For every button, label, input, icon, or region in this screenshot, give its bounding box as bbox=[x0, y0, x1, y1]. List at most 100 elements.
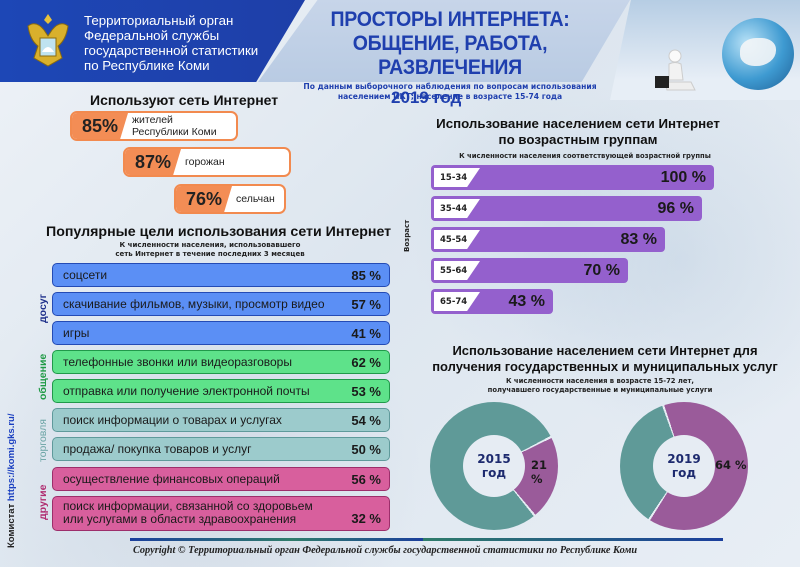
purpose-value: 54 % bbox=[351, 412, 381, 428]
coat-of-arms-icon bbox=[27, 14, 69, 67]
page-subtitle: По данным выборочного наблюдения по вопр… bbox=[300, 82, 600, 102]
source-url-link[interactable]: https://komi.gks.ru/ bbox=[6, 413, 17, 502]
age-bar: 35-44 96 % bbox=[431, 196, 702, 221]
page-title-line-2: ОБЩЕНИЕ, РАБОТА, РАЗВЛЕЧЕНИЯ bbox=[352, 32, 548, 79]
org-line-3: государственной статистики bbox=[84, 43, 259, 58]
purpose-value: 53 % bbox=[351, 383, 381, 399]
purpose-label: поиск информации о товарах и услугах bbox=[63, 412, 282, 427]
gov-title-line-1: Использование населением сети Интернет д… bbox=[452, 343, 758, 358]
usage-value: 85% bbox=[72, 113, 128, 139]
purpose-bar: скачивание фильмов, музыки, просмотр вид… bbox=[52, 292, 390, 316]
purpose-value: 57 % bbox=[351, 296, 381, 312]
purpose-bar: продажа/ покупка товаров и услуг 50 % bbox=[52, 437, 390, 461]
purpose-label-line-1: поиск информации, связанной со здоровьем bbox=[63, 499, 313, 513]
age-group-label: 55-64 bbox=[434, 261, 480, 280]
year-label: 2019 год bbox=[391, 88, 462, 107]
purposes-subtitle-line-2: сеть Интернет в течение последних 3 меся… bbox=[115, 250, 305, 258]
purpose-bar: телефонные звонки или видеоразговоры 62 … bbox=[52, 350, 390, 374]
age-subtitle: К численности населения соответствующей … bbox=[459, 152, 711, 160]
footer-divider bbox=[130, 538, 423, 541]
donut-year: 2015 bbox=[477, 452, 511, 466]
donut-year-label: год bbox=[481, 466, 507, 480]
globe-icon bbox=[722, 18, 794, 90]
donut-center: 2015 год bbox=[463, 435, 525, 497]
donut-2015: 2015 год 21 % bbox=[430, 402, 558, 530]
donut-2019: 2019 год 64 % bbox=[620, 402, 748, 530]
usage-label: горожан bbox=[185, 156, 225, 168]
purpose-label: продажа/ покупка товаров и услуг bbox=[63, 441, 252, 456]
purpose-label: скачивание фильмов, музыки, просмотр вид… bbox=[63, 296, 325, 311]
age-group-label: 65-74 bbox=[434, 292, 480, 311]
purpose-label: отправка или получение электронной почты bbox=[63, 383, 310, 398]
age-group-label: 15-34 bbox=[434, 168, 480, 187]
org-line-4: по Республике Коми bbox=[84, 58, 210, 73]
title-banner bbox=[258, 0, 630, 82]
donut-value: 21 % bbox=[531, 458, 548, 486]
group-label-communication: общение bbox=[37, 353, 49, 400]
purpose-value: 41 % bbox=[351, 325, 381, 341]
group-label-trade: торговля bbox=[37, 419, 49, 462]
person-with-laptop-icon bbox=[655, 49, 696, 91]
purpose-bar: отправка или получение электронной почты… bbox=[52, 379, 390, 403]
purposes-subtitle: К численности населения, использовавшего… bbox=[100, 241, 320, 259]
usage-label: жителей Республики Коми bbox=[128, 114, 217, 138]
purpose-value: 32 % bbox=[351, 511, 381, 526]
purpose-value: 50 % bbox=[351, 441, 381, 457]
age-value: 83 % bbox=[620, 230, 657, 248]
age-value: 96 % bbox=[657, 199, 694, 217]
gov-subtitle: К численности населения в возрасте 15-72… bbox=[470, 377, 730, 395]
purpose-bar: соцсети 85 % bbox=[52, 263, 390, 287]
gov-subtitle-line-1: К численности населения в возрасте 15-72… bbox=[505, 377, 695, 385]
gov-title: Использование населением сети Интернет д… bbox=[410, 343, 800, 375]
org-line-1: Территориальный орган bbox=[84, 13, 234, 28]
age-value: 70 % bbox=[583, 261, 620, 279]
purpose-value: 62 % bbox=[351, 354, 381, 370]
usage-item-residents: 85% жителей Республики Коми bbox=[70, 111, 238, 141]
age-bar: 15-34 100 % bbox=[431, 165, 714, 190]
source-prefix: Комистат bbox=[6, 503, 17, 548]
purpose-label: соцсети bbox=[63, 267, 108, 282]
donut-value: 64 % bbox=[715, 458, 747, 472]
usage-value: 76% bbox=[176, 186, 232, 212]
donut-year: 2019 bbox=[667, 452, 701, 466]
age-title-line-1: Использование населением сети Интернет bbox=[436, 116, 720, 131]
usage-item-urban: 87% горожан bbox=[123, 147, 291, 177]
age-title-line-2: по возрастным группам bbox=[498, 132, 658, 147]
title-block: ПРОСТОРЫ ИНТЕРНЕТА: ОБЩЕНИЕ, РАБОТА, РАЗ… bbox=[300, 8, 600, 102]
purpose-bar: игры 41 % bbox=[52, 321, 390, 345]
purpose-value: 85 % bbox=[351, 267, 381, 283]
copyright: Copyright © Территориальный орган Федера… bbox=[133, 545, 638, 556]
source-credit: Комистат https://komi.gks.ru/ bbox=[6, 414, 17, 548]
purpose-bar: поиск информации о товарах и услугах 54 … bbox=[52, 408, 390, 432]
age-value: 100 % bbox=[660, 168, 706, 186]
purpose-value: 56 % bbox=[351, 471, 381, 487]
usage-item-rural: 76% сельчан bbox=[174, 184, 286, 214]
age-value: 43 % bbox=[508, 292, 545, 310]
usage-title: Используют сеть Интернет bbox=[90, 92, 279, 108]
age-title: Использование населением сети Интернет п… bbox=[428, 116, 728, 148]
organization-name: Территориальный орган Федеральной службы… bbox=[84, 13, 284, 73]
subtitle-line-1: По данным выборочного наблюдения по вопр… bbox=[303, 82, 597, 91]
purpose-bar: осуществление финансовых операций 56 % bbox=[52, 467, 390, 491]
footer-divider bbox=[423, 538, 723, 541]
purposes-title: Популярные цели использования сети Интер… bbox=[46, 224, 392, 240]
org-line-2: Федеральной службы bbox=[84, 28, 220, 43]
purpose-label: поиск информации, связанной со здоровьем… bbox=[63, 500, 313, 526]
purpose-label: осуществление финансовых операций bbox=[63, 471, 280, 486]
usage-label-line-1: жителей bbox=[132, 114, 173, 126]
group-label-leisure: досуг bbox=[37, 294, 49, 323]
purposes-subtitle-line-1: К численности населения, использовавшего bbox=[119, 241, 301, 249]
purpose-label: телефонные звонки или видеоразговоры bbox=[63, 354, 292, 369]
purpose-label: игры bbox=[63, 325, 90, 340]
donut-year-label: год bbox=[671, 466, 697, 480]
usage-label-line-2: Республики Коми bbox=[132, 126, 217, 138]
page-title-line-1: ПРОСТОРЫ ИНТЕРНЕТА: bbox=[330, 8, 570, 31]
age-group-label: 45-54 bbox=[434, 230, 480, 249]
age-group-label: 35-44 bbox=[434, 199, 480, 218]
age-bar: 45-54 83 % bbox=[431, 227, 665, 252]
age-bar: 55-64 70 % bbox=[431, 258, 628, 283]
gov-title-line-2: получения государственных и муниципальны… bbox=[432, 359, 778, 374]
gov-subtitle-line-2: получавшего государственные и муниципаль… bbox=[487, 386, 713, 394]
usage-value: 87% bbox=[125, 149, 181, 175]
age-axis-label: Возраст bbox=[403, 219, 411, 252]
